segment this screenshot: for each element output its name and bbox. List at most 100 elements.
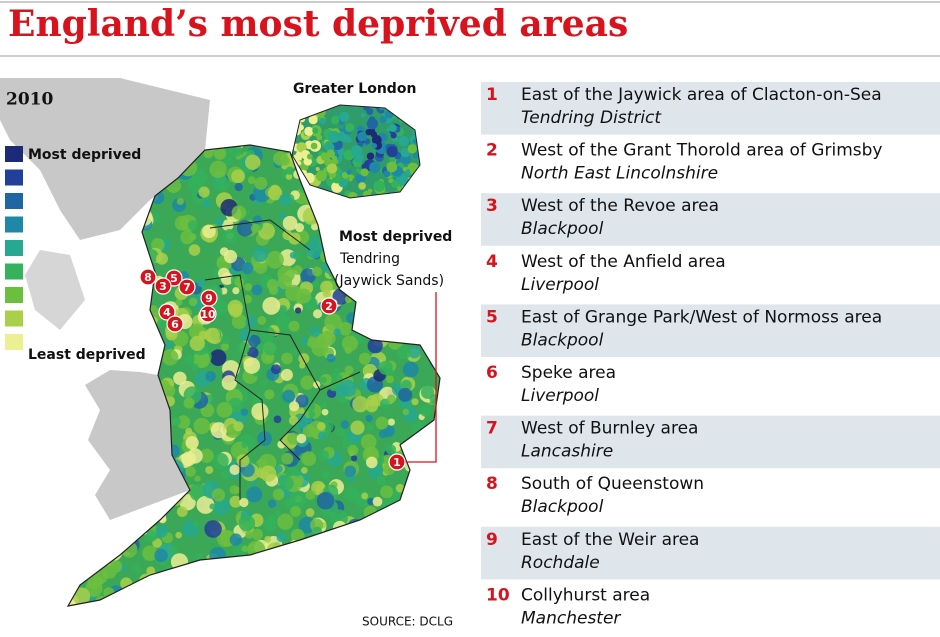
map-texture [331, 155, 338, 161]
ireland [25, 250, 85, 330]
map-texture [274, 465, 283, 473]
map-texture [192, 520, 199, 528]
map-texture [243, 357, 261, 374]
legend-swatch [5, 216, 23, 233]
map-texture [264, 535, 272, 543]
map-texture [187, 448, 203, 464]
map-texture [349, 174, 355, 180]
map-texture [378, 429, 388, 439]
map-texture [179, 494, 196, 511]
map-texture [256, 343, 265, 352]
legend-swatch [5, 334, 23, 350]
list-place: East of the Jaywick area of Clacton-on-S… [521, 85, 882, 105]
map-texture [259, 326, 276, 343]
map-texture [320, 376, 327, 384]
map-texture [317, 421, 326, 431]
map-texture [237, 282, 245, 289]
list-area: Manchester [521, 608, 621, 628]
map-texture [280, 476, 294, 491]
list-row-bg [481, 193, 940, 246]
map-texture [366, 108, 374, 116]
list-place: West of the Revoe area [521, 196, 719, 216]
map-texture [245, 531, 253, 539]
map-texture [294, 223, 305, 233]
map-texture [252, 215, 262, 225]
map-texture [220, 334, 230, 345]
map-texture [388, 124, 397, 133]
map-texture [288, 320, 300, 332]
map-texture [366, 422, 375, 432]
map-texture [315, 167, 320, 172]
map-texture [305, 240, 323, 259]
map-texture [285, 166, 294, 175]
map-texture [345, 123, 355, 133]
map-texture [241, 262, 254, 275]
list-number: 5 [486, 307, 498, 327]
map-texture [267, 499, 277, 508]
map-texture [360, 168, 369, 177]
map-texture [288, 415, 299, 426]
map-texture [196, 278, 206, 288]
map-texture [171, 416, 181, 427]
map-texture [290, 505, 301, 517]
map-texture [330, 116, 340, 125]
legend-top: Most deprived [28, 147, 141, 163]
map-texture [275, 314, 292, 331]
map-texture [194, 475, 201, 482]
marker-label: 10 [200, 308, 216, 321]
map-marker [139, 268, 157, 286]
map-texture [131, 563, 142, 574]
map-texture [280, 368, 293, 381]
map-texture [321, 408, 329, 416]
map-texture [262, 296, 281, 315]
source: SOURCE: DCLG [362, 615, 453, 629]
map-texture [369, 161, 381, 173]
inset-title: Greater London [293, 81, 416, 97]
map-texture [164, 340, 173, 349]
list-place: West of the Grant Thorold area of Grimsb… [521, 141, 882, 161]
map-texture [407, 144, 417, 154]
map-texture [268, 285, 279, 295]
map-texture [333, 328, 342, 337]
list-number: 10 [486, 585, 510, 605]
map-texture [223, 156, 234, 166]
map-texture [277, 513, 294, 530]
map-texture [234, 182, 243, 192]
legend-bottom: Least deprived [28, 347, 146, 363]
map-texture [301, 451, 317, 467]
map-texture [350, 420, 365, 435]
map-texture [275, 510, 282, 517]
map-texture [285, 173, 293, 180]
map-texture [325, 142, 335, 152]
map-texture [142, 545, 158, 562]
map-texture [156, 252, 168, 265]
map-texture [296, 433, 307, 444]
map-texture [238, 514, 255, 532]
list-place: West of the Anfield area [521, 252, 726, 272]
map-texture [316, 134, 323, 141]
map-texture [243, 294, 252, 304]
map-texture [289, 348, 298, 357]
map-texture [320, 401, 327, 409]
map-texture [383, 170, 391, 178]
map-texture [202, 224, 216, 239]
map-texture [155, 524, 168, 538]
map-texture [305, 490, 316, 500]
map-texture [267, 186, 283, 201]
map-texture [308, 115, 318, 125]
map-texture [209, 503, 216, 510]
map-texture [198, 186, 210, 198]
map-texture [239, 497, 249, 508]
map-texture [209, 349, 227, 366]
map-texture [317, 431, 326, 440]
map-texture [251, 284, 263, 296]
list-place: Speke area [521, 363, 616, 383]
map-texture [227, 299, 243, 316]
map-texture [213, 147, 227, 160]
map-texture [300, 467, 308, 474]
map-texture [189, 335, 205, 352]
list-area: Blackpool [521, 497, 604, 517]
map-texture [385, 375, 394, 384]
map-texture [365, 448, 378, 461]
map-texture [272, 488, 285, 501]
